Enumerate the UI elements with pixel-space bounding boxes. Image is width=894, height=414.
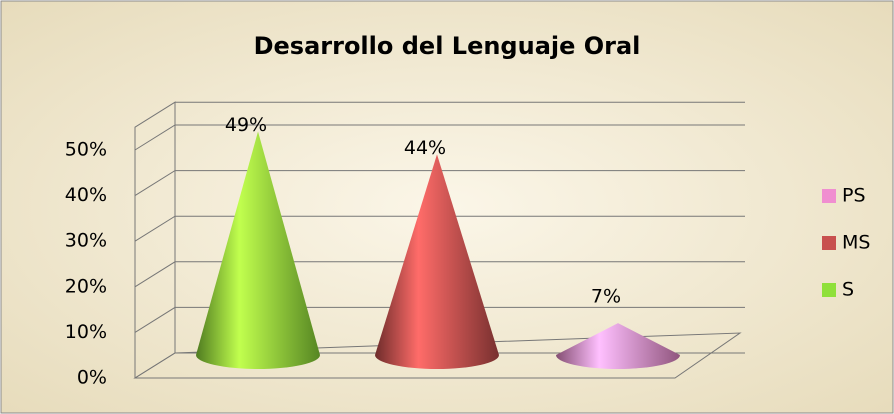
legend-swatch [822,189,836,203]
grid-line [134,261,745,288]
chart-title: Desarrollo del Lenguaje Oral [254,32,641,60]
grid-line [134,170,745,197]
y-tick-label: 0% [77,367,107,389]
y-tick-label: 10% [65,321,107,343]
data-label: 7% [591,286,621,308]
legend-label: S [842,279,854,301]
cone [375,154,499,369]
left-wall [134,101,176,378]
legend-swatch [822,283,836,297]
legend-label: PS [842,185,866,207]
cone [556,323,680,369]
y-tick-label: 30% [65,230,107,252]
legend-swatch [822,236,836,250]
cone [196,131,320,369]
grid-line [134,124,745,151]
y-tick-label: 40% [65,184,107,206]
grid-line [134,352,745,379]
grid-line [134,306,745,333]
data-label: 44% [404,137,446,159]
y-tick-label: 50% [65,139,107,161]
grid-line [134,215,745,242]
data-label: 49% [225,114,267,136]
legend-label: MS [842,232,870,254]
y-tick-label: 20% [65,275,107,297]
